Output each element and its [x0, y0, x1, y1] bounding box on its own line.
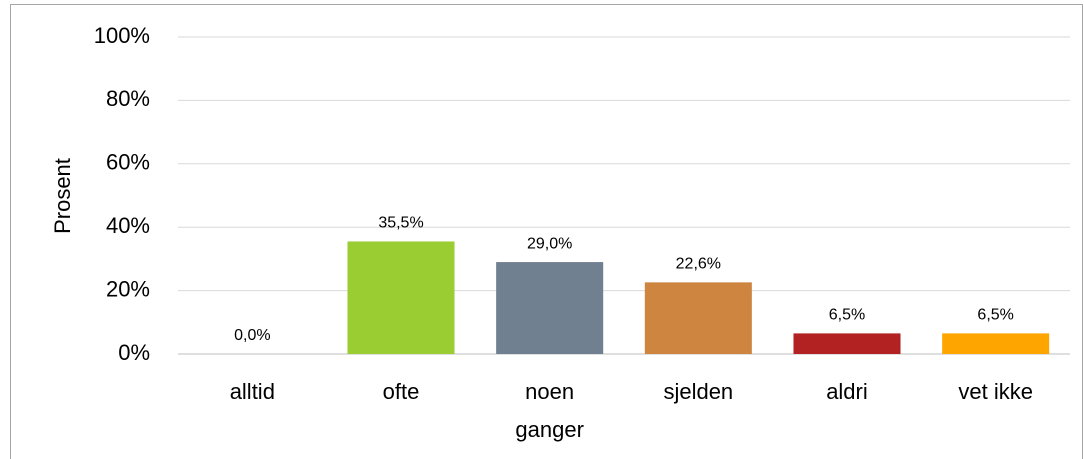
- data-label: 22,6%: [676, 256, 721, 273]
- y-tick-label: 0%: [118, 340, 150, 365]
- x-tick-label: sjelden: [663, 379, 734, 404]
- bar: [644, 282, 752, 354]
- bar: [942, 333, 1050, 354]
- y-tick-label: 100%: [94, 23, 150, 48]
- data-label: 35,5%: [378, 215, 423, 232]
- x-tick-label: vet ikke: [958, 379, 1033, 404]
- x-tick-label: aldri: [826, 379, 868, 404]
- data-label: 29,0%: [527, 235, 572, 252]
- bar: [347, 241, 455, 354]
- data-label: 0,0%: [234, 327, 270, 344]
- y-axis-label: Prosent: [50, 158, 75, 234]
- x-tick-label: alltid: [229, 379, 275, 404]
- data-label: 6,5%: [829, 307, 865, 324]
- y-tick-label: 60%: [106, 150, 150, 175]
- data-label: 6,5%: [977, 307, 1013, 324]
- x-tick-label: ofte: [382, 379, 420, 404]
- bar: [496, 262, 604, 354]
- bar: [793, 333, 901, 354]
- y-tick-label: 80%: [106, 86, 150, 111]
- y-tick-label: 20%: [106, 276, 150, 301]
- chart-border: [10, 4, 1083, 459]
- x-tick-label: noen ganger: [515, 379, 584, 442]
- y-tick-label: 40%: [106, 213, 150, 238]
